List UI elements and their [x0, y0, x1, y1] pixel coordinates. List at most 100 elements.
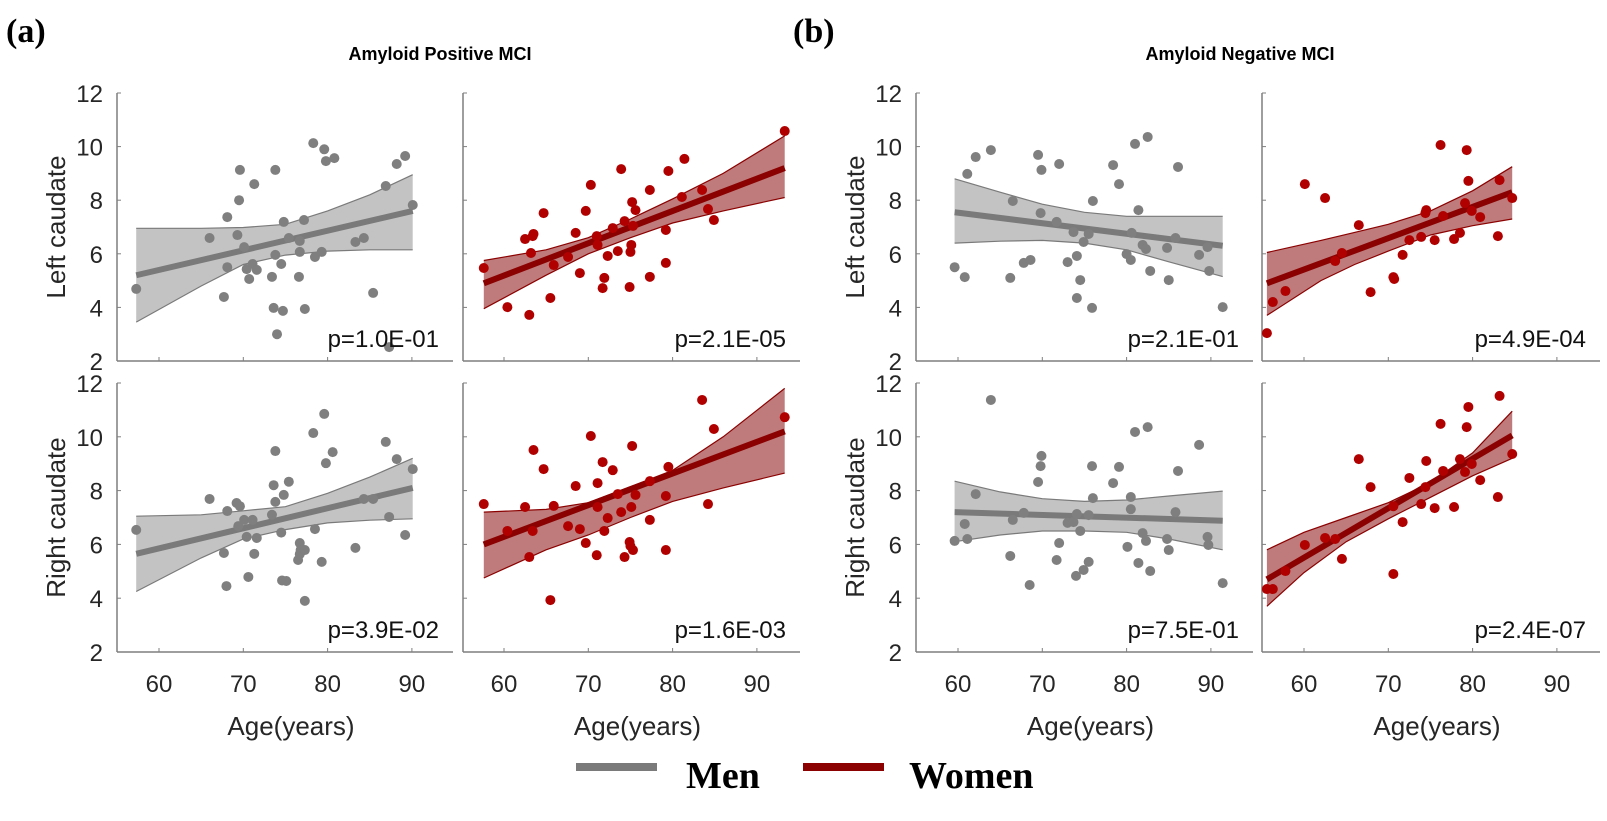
data-point — [278, 216, 289, 227]
y-tick-label: 6 — [90, 242, 103, 269]
data-point — [243, 571, 254, 582]
data-point — [221, 581, 232, 592]
y-axis-title: Right caudate — [41, 437, 71, 597]
data-point — [1051, 216, 1062, 227]
panel-label-b: (b) — [793, 13, 835, 50]
y-axis-title: Right caudate — [840, 437, 870, 597]
data-point — [607, 223, 618, 234]
data-point — [592, 502, 603, 513]
data-point — [1389, 273, 1400, 284]
data-point — [234, 164, 245, 175]
data-point — [663, 461, 674, 472]
y-tick-label: 2 — [90, 640, 103, 667]
data-point — [985, 394, 996, 405]
data-point — [368, 493, 379, 504]
data-point — [502, 302, 513, 313]
data-point — [1438, 211, 1449, 222]
data-point — [281, 575, 292, 586]
data-point — [131, 283, 142, 294]
data-point — [708, 215, 719, 226]
x-tick-label: 60 — [146, 671, 173, 698]
data-point — [1036, 164, 1047, 175]
data-point — [627, 220, 638, 231]
legend-women-label: Women — [909, 755, 1034, 797]
data-point — [1267, 584, 1278, 595]
x-tick-label: 70 — [230, 671, 257, 698]
data-point — [959, 518, 970, 529]
data-point — [1267, 297, 1278, 308]
x-axis-title: Age(years) — [1373, 711, 1500, 741]
data-point — [570, 227, 581, 238]
data-point — [538, 208, 549, 219]
data-point — [204, 493, 215, 504]
data-point — [1007, 196, 1018, 207]
y-tick-label: 4 — [90, 295, 103, 322]
data-point — [1122, 541, 1133, 552]
ci-upper-line — [483, 135, 786, 262]
data-point — [616, 164, 627, 175]
data-point — [1145, 566, 1156, 577]
data-point — [218, 548, 229, 559]
data-point — [1421, 456, 1432, 467]
data-point — [1114, 461, 1125, 472]
data-point — [574, 268, 585, 279]
data-point — [1475, 212, 1486, 223]
data-point — [619, 216, 630, 227]
data-point — [1420, 482, 1431, 493]
data-point — [585, 179, 596, 190]
data-point — [1125, 492, 1136, 503]
data-point — [1142, 131, 1153, 142]
data-point — [1025, 254, 1036, 265]
data-point — [1051, 555, 1062, 566]
data-point — [527, 231, 538, 242]
data-point — [478, 499, 489, 510]
data-point — [592, 239, 603, 250]
p-value-label: p=1.6E-03 — [675, 617, 786, 644]
data-point — [1142, 422, 1153, 433]
data-point — [779, 126, 790, 137]
data-point — [1365, 287, 1376, 298]
panel-2: p=2.1E-05 — [462, 92, 800, 362]
p-value-label: p=3.9E-02 — [328, 617, 439, 644]
data-point — [1280, 566, 1291, 577]
data-point — [520, 234, 531, 245]
data-point — [1202, 242, 1213, 253]
data-point — [298, 215, 309, 226]
data-point — [607, 465, 618, 476]
x-tick-label: 80 — [1459, 671, 1486, 698]
data-point — [1054, 159, 1065, 170]
data-point — [1429, 235, 1440, 246]
data-point — [1330, 256, 1341, 267]
data-point — [1036, 450, 1047, 461]
data-point — [327, 447, 338, 458]
ci-lower-line — [135, 249, 413, 323]
data-point — [624, 282, 635, 293]
data-point — [644, 271, 655, 282]
data-point — [319, 144, 330, 155]
data-point — [949, 262, 960, 273]
data-point — [597, 457, 608, 468]
data-point — [380, 180, 391, 191]
data-point — [270, 496, 281, 507]
x-tick-label: 60 — [491, 671, 518, 698]
data-point — [1035, 461, 1046, 472]
y-tick-label: 6 — [889, 532, 902, 559]
data-point — [591, 231, 602, 242]
data-point — [1087, 302, 1098, 313]
data-point — [299, 595, 310, 606]
data-point — [320, 458, 331, 469]
data-point — [1461, 145, 1472, 156]
data-point — [251, 532, 262, 543]
data-point — [1353, 454, 1364, 465]
data-point — [660, 490, 671, 501]
data-point — [358, 493, 369, 504]
data-point — [400, 150, 411, 161]
data-point — [949, 535, 960, 546]
data-point — [1071, 509, 1082, 520]
data-point — [283, 232, 294, 243]
data-point — [1087, 196, 1098, 207]
data-point — [525, 247, 536, 258]
data-point — [1163, 545, 1174, 556]
ci-upper-line — [1266, 166, 1513, 254]
